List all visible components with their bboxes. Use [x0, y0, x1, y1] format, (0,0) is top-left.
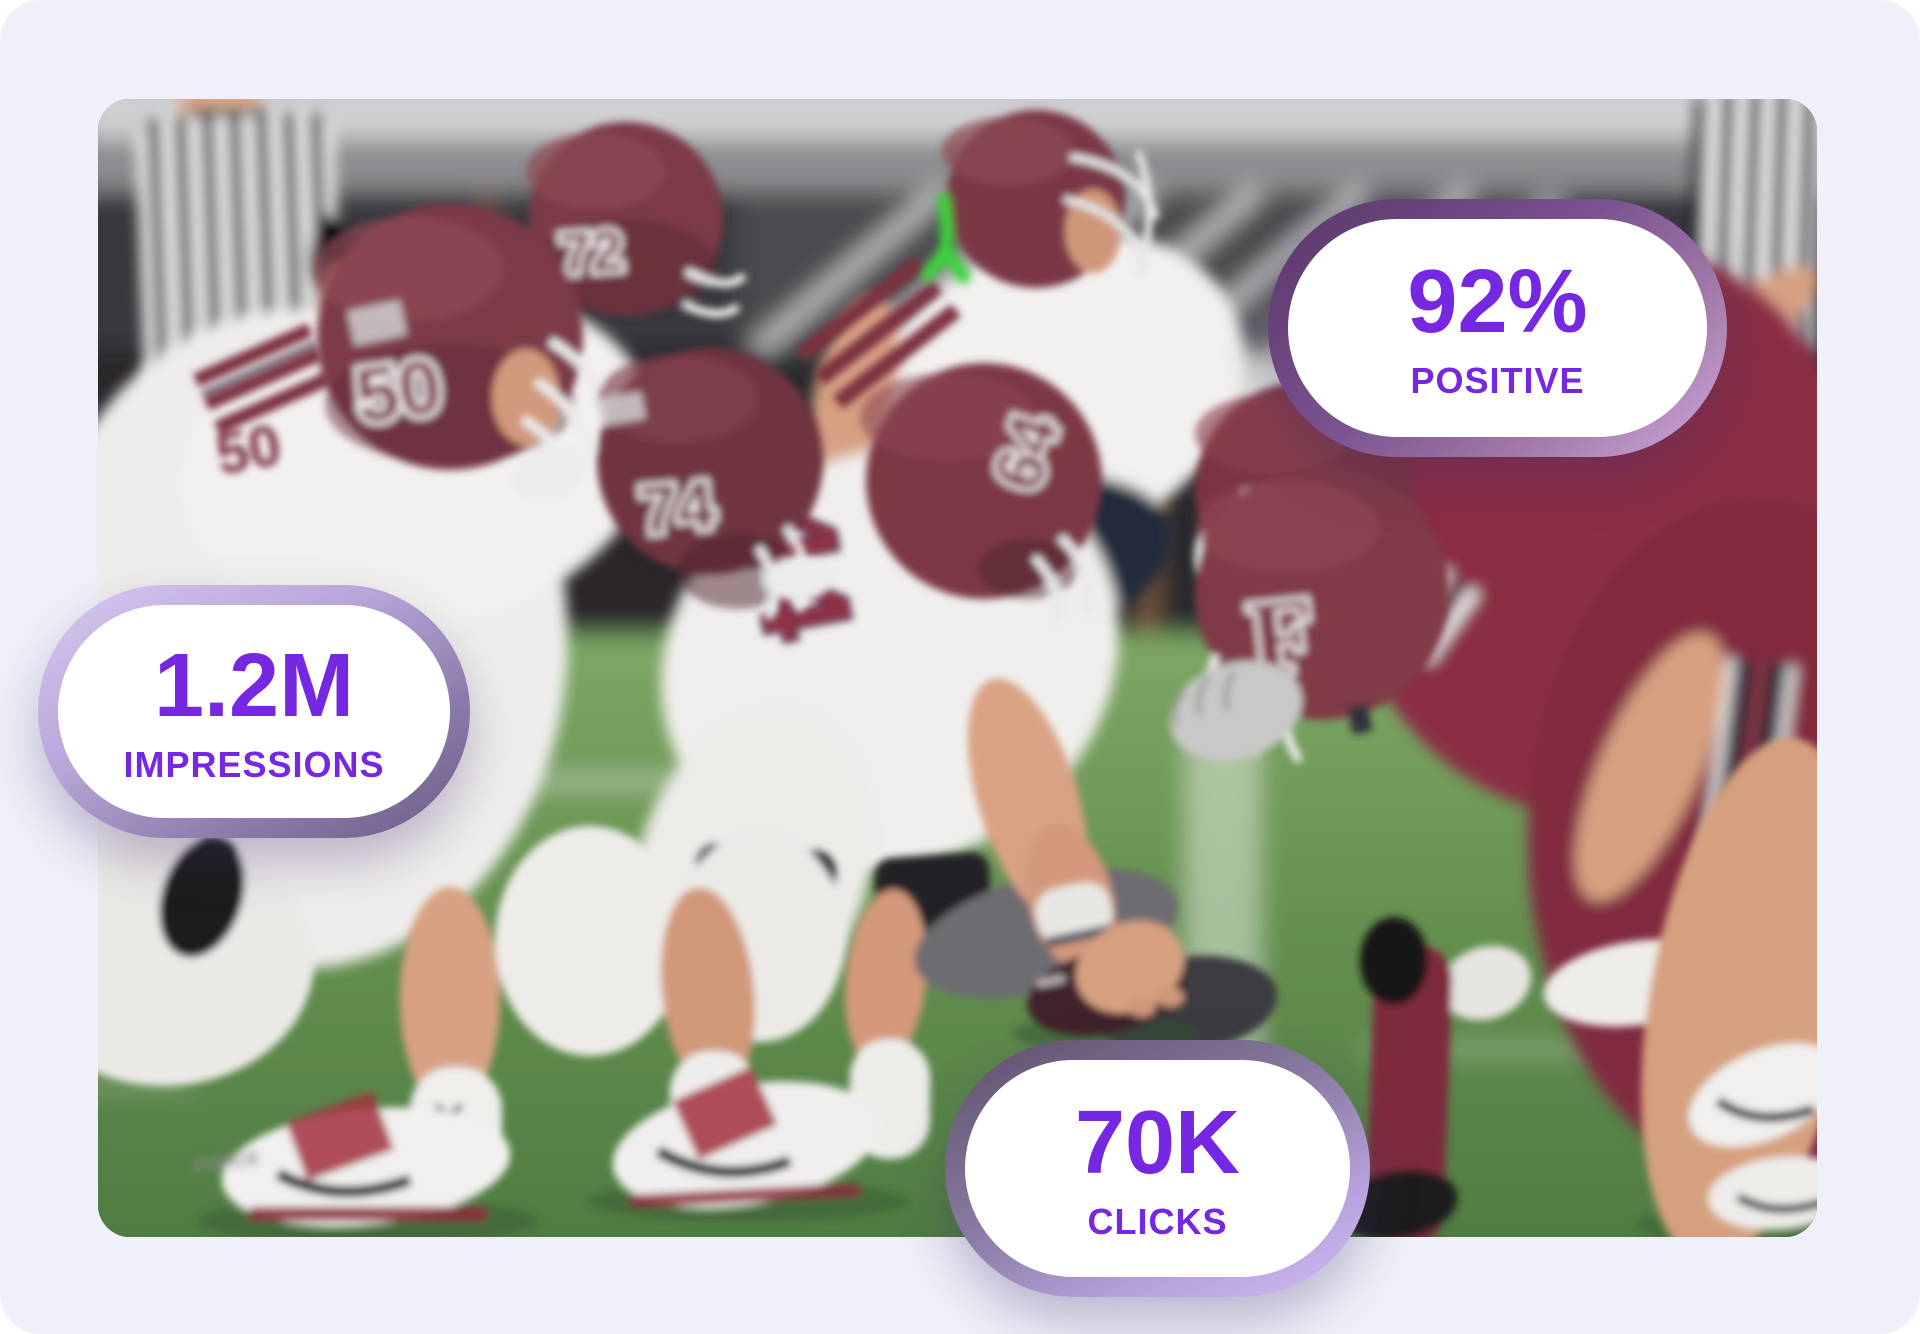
helmet-50: 50	[313, 204, 617, 499]
impressions-badge: 1.2M IMPRESSIONS	[38, 585, 470, 838]
clicks-value: 70K	[1074, 1092, 1241, 1193]
foreground-legs: FORCE	[98, 678, 1817, 1237]
helmet-74: 74	[595, 348, 832, 621]
helmet-72: 72	[526, 122, 748, 318]
black-glove	[159, 836, 245, 958]
svg-text:72: 72	[558, 218, 625, 285]
impressions-value: 1.2M	[153, 635, 355, 736]
positive-label: POSITIVE	[1410, 360, 1585, 401]
jersey-number-50: 50	[211, 412, 286, 487]
cleat-mid	[612, 1066, 880, 1209]
positive-value: 92%	[1407, 252, 1588, 352]
clicks-badge-face: 70K CLICKS	[965, 1060, 1350, 1277]
defense-helmets: F F	[1169, 382, 1449, 764]
quarterback-helmet	[942, 110, 1160, 288]
helmet-64: 64	[860, 363, 1102, 624]
offense-helmets: 72 50	[313, 110, 1160, 624]
white-glove	[1441, 945, 1531, 1021]
swoosh	[275, 1169, 412, 1198]
impressions-label: IMPRESSIONS	[123, 743, 385, 785]
clicks-badge: 70K CLICKS	[945, 1040, 1370, 1297]
snap-arm-and-football	[967, 678, 1203, 1052]
hand-on-ball	[1075, 920, 1185, 1014]
facemask	[1063, 149, 1160, 277]
svg-text:50: 50	[351, 343, 447, 439]
positive-badge-face: 92% POSITIVE	[1288, 219, 1707, 437]
clicks-label: CLICKS	[1087, 1200, 1228, 1242]
green-mouthguard	[921, 192, 971, 284]
positive-sentiment-badge: 92% POSITIVE	[1268, 199, 1727, 457]
impressions-badge-face: 1.2M IMPRESSIONS	[58, 605, 450, 818]
svg-text:74: 74	[637, 467, 717, 547]
nike-shoes-right	[1688, 1043, 1817, 1230]
cleat-left: FORCE	[193, 1091, 511, 1227]
